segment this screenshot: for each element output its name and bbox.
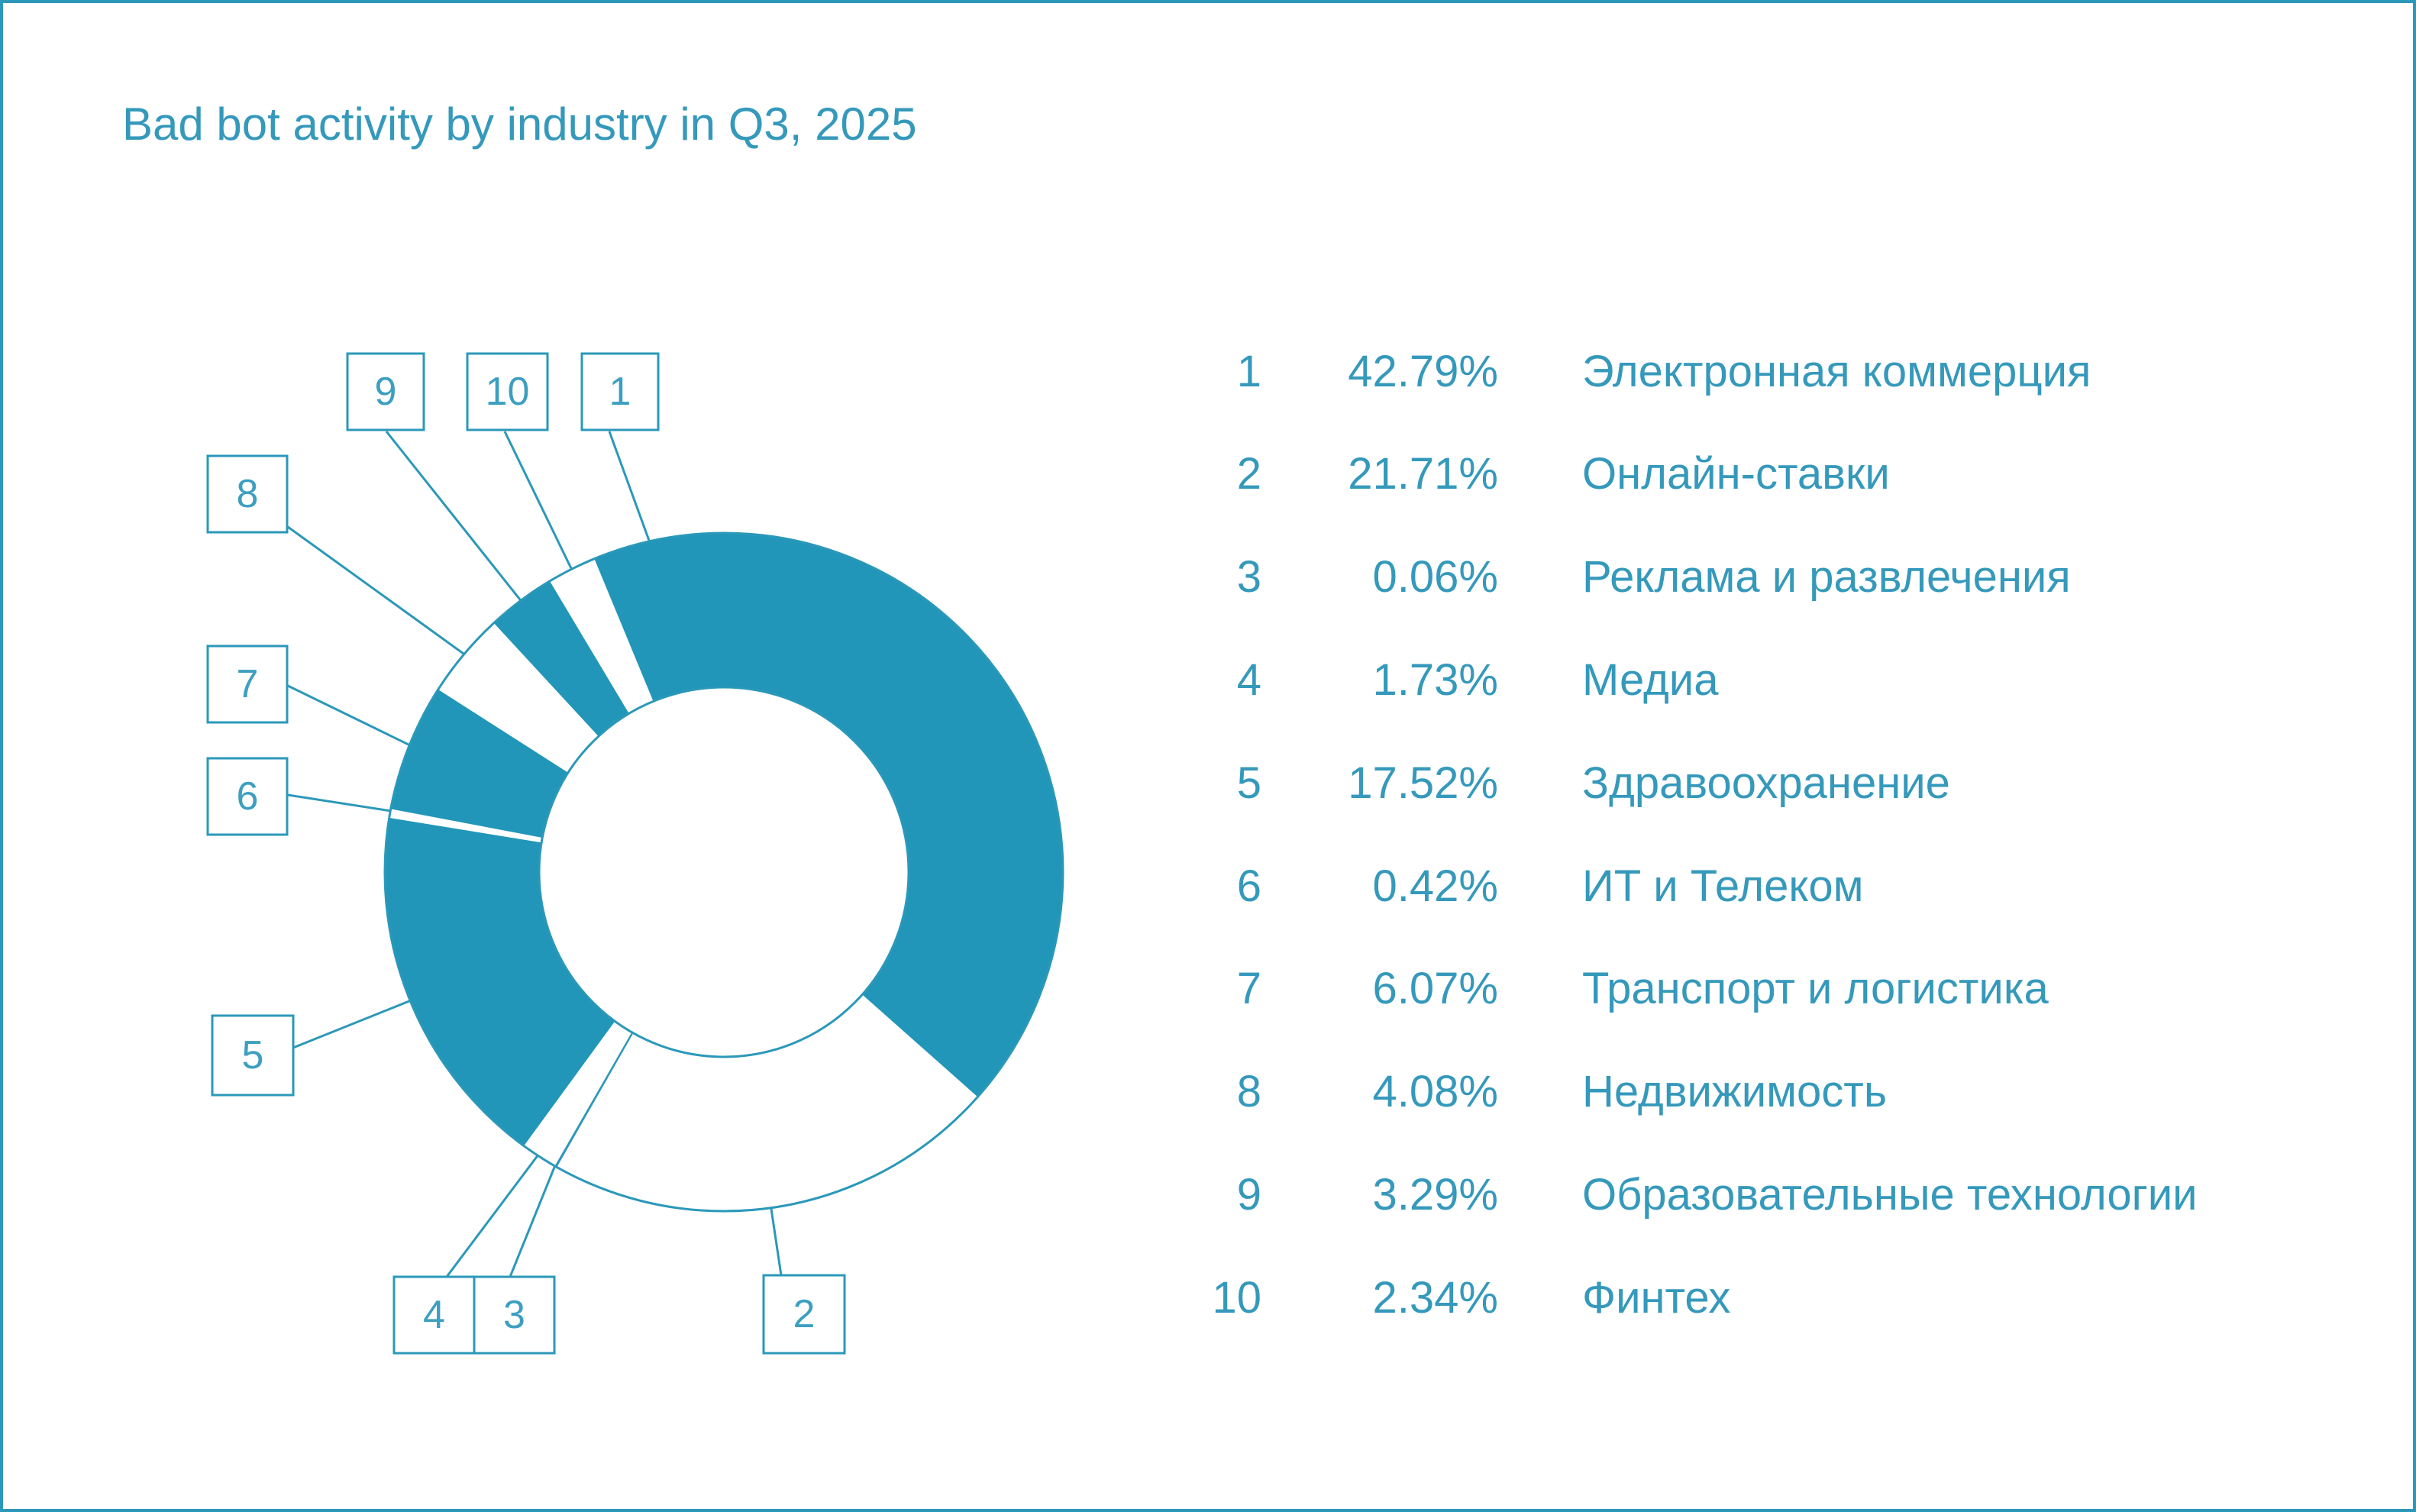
slice-callout-line-7 (287, 684, 410, 747)
slice-callout-number-10: 10 (486, 370, 530, 414)
legend-name-1: Электронная коммерция (1582, 346, 2091, 396)
donut-slice-4 (524, 1021, 632, 1166)
legend-row-1: 1 42.79% Электронная коммерция (1176, 344, 2091, 398)
slice-callout-number-8: 8 (237, 472, 259, 516)
legend-row-3: 3 0.06% Реклама и развлечения (1176, 551, 2071, 604)
legend-row-6: 6 0.42% ИТ и Телеком (1176, 859, 1864, 913)
slice-callout-box-10 (466, 352, 549, 431)
legend-row-2: 2 21.71% Онлайн-ставки (1176, 447, 1890, 501)
slice-callout-number-3: 3 (503, 1293, 525, 1337)
slice-callout-box-1 (580, 352, 660, 431)
slice-callout-line-5 (292, 1000, 411, 1049)
donut-slice-8 (438, 622, 599, 773)
legend-name-8: Недвижимость (1582, 1067, 1888, 1117)
donut-slice-7 (390, 689, 569, 838)
slice-callout-box-7 (206, 645, 289, 724)
slice-callout-number-2: 2 (793, 1292, 816, 1336)
legend-pct-7: 6.07% (1372, 964, 1498, 1014)
donut-slice-5 (385, 817, 615, 1146)
slice-callout-line-10 (503, 431, 573, 570)
slice-callout-line-1 (608, 431, 651, 542)
legend-row-8: 8 4.08% Недвижимость (1176, 1065, 1887, 1119)
slice-callout-line-8 (287, 525, 465, 655)
slice-callout-box-9 (346, 352, 425, 431)
legend-name-3: Реклама и развлечения (1582, 552, 2071, 603)
legend-name-6: ИТ и Телеком (1582, 861, 1864, 911)
legend-row-9: 9 3.29% Образовательные технологии (1176, 1168, 2198, 1221)
slice-callout-box-3 (473, 1275, 556, 1355)
legend-rank-2: 2 (1236, 449, 1261, 499)
legend-rank-9: 9 (1236, 1169, 1261, 1220)
legend-row-5: 5 17.52% Здравоохранение (1176, 756, 1950, 809)
slice-callout-box-2 (762, 1274, 846, 1355)
legend-rank-5: 5 (1236, 758, 1261, 808)
legend-pct-8: 4.08% (1372, 1067, 1498, 1117)
legend-pct-3: 0.06% (1372, 552, 1498, 603)
donut-slice-10 (550, 558, 654, 714)
chart-title: Bad bot activity by industry in Q3, 2025 (122, 99, 917, 150)
slice-callout-box-5 (211, 1014, 295, 1097)
legend-name-9: Образовательные технологии (1582, 1169, 2198, 1220)
legend-row-4: 4 1.73% Медиа (1176, 653, 1719, 706)
slice-callout-number-9: 9 (375, 370, 397, 414)
slice-callout-box-4 (392, 1275, 476, 1355)
slice-callout-number-5: 5 (242, 1033, 264, 1077)
donut-slice-6 (389, 809, 543, 843)
slice-callout-line-6 (287, 793, 391, 813)
slice-callout-number-7: 7 (237, 662, 259, 706)
legend-rank-10: 10 (1212, 1272, 1261, 1323)
slice-callout-line-9 (385, 431, 522, 602)
slice-callout-line-2 (770, 1207, 783, 1276)
legend-name-7: Транспорт и логистика (1582, 964, 2049, 1014)
legend-name-5: Здравоохранение (1582, 758, 1950, 808)
slice-callout-number-4: 4 (423, 1293, 445, 1337)
legend-pct-5: 17.52% (1348, 758, 1498, 808)
legend-pct-4: 1.73% (1372, 654, 1498, 705)
legend-name-2: Онлайн-ставки (1582, 449, 1890, 499)
slice-callout-box-6 (206, 757, 289, 836)
legend-pct-2: 21.71% (1348, 449, 1498, 499)
donut-slice-2 (556, 994, 978, 1212)
legend-rank-6: 6 (1236, 861, 1261, 911)
donut-inner-ring-outline (538, 686, 910, 1058)
legend-row-10: 10 2.34% Финтех (1176, 1271, 1730, 1324)
legend-row-7: 7 6.07% Транспорт и логистика (1176, 962, 2049, 1016)
legend-rank-4: 4 (1236, 654, 1261, 705)
legend-rank-7: 7 (1236, 964, 1261, 1014)
legend-pct-6: 0.42% (1372, 861, 1498, 911)
slice-callout-line-4 (445, 1155, 539, 1278)
legend-rank-3: 3 (1236, 552, 1261, 603)
legend-pct-10: 2.34% (1372, 1272, 1498, 1323)
donut-slice-1 (594, 533, 1064, 1097)
slice-callout-number-1: 1 (609, 370, 631, 414)
donut-slice-9 (493, 580, 629, 737)
slice-callout-line-3 (509, 1165, 557, 1278)
slice-callout-number-6: 6 (237, 774, 259, 819)
legend-rank-8: 8 (1236, 1067, 1261, 1117)
legend-rank-1: 1 (1236, 346, 1261, 396)
legend-pct-1: 42.79% (1348, 346, 1498, 396)
legend-pct-9: 3.29% (1372, 1169, 1498, 1220)
legend-name-10: Финтех (1582, 1272, 1731, 1323)
legend-name-4: Медиа (1582, 654, 1719, 705)
slice-callout-box-8 (206, 454, 289, 534)
donut-outer-ring-outline (383, 531, 1064, 1213)
